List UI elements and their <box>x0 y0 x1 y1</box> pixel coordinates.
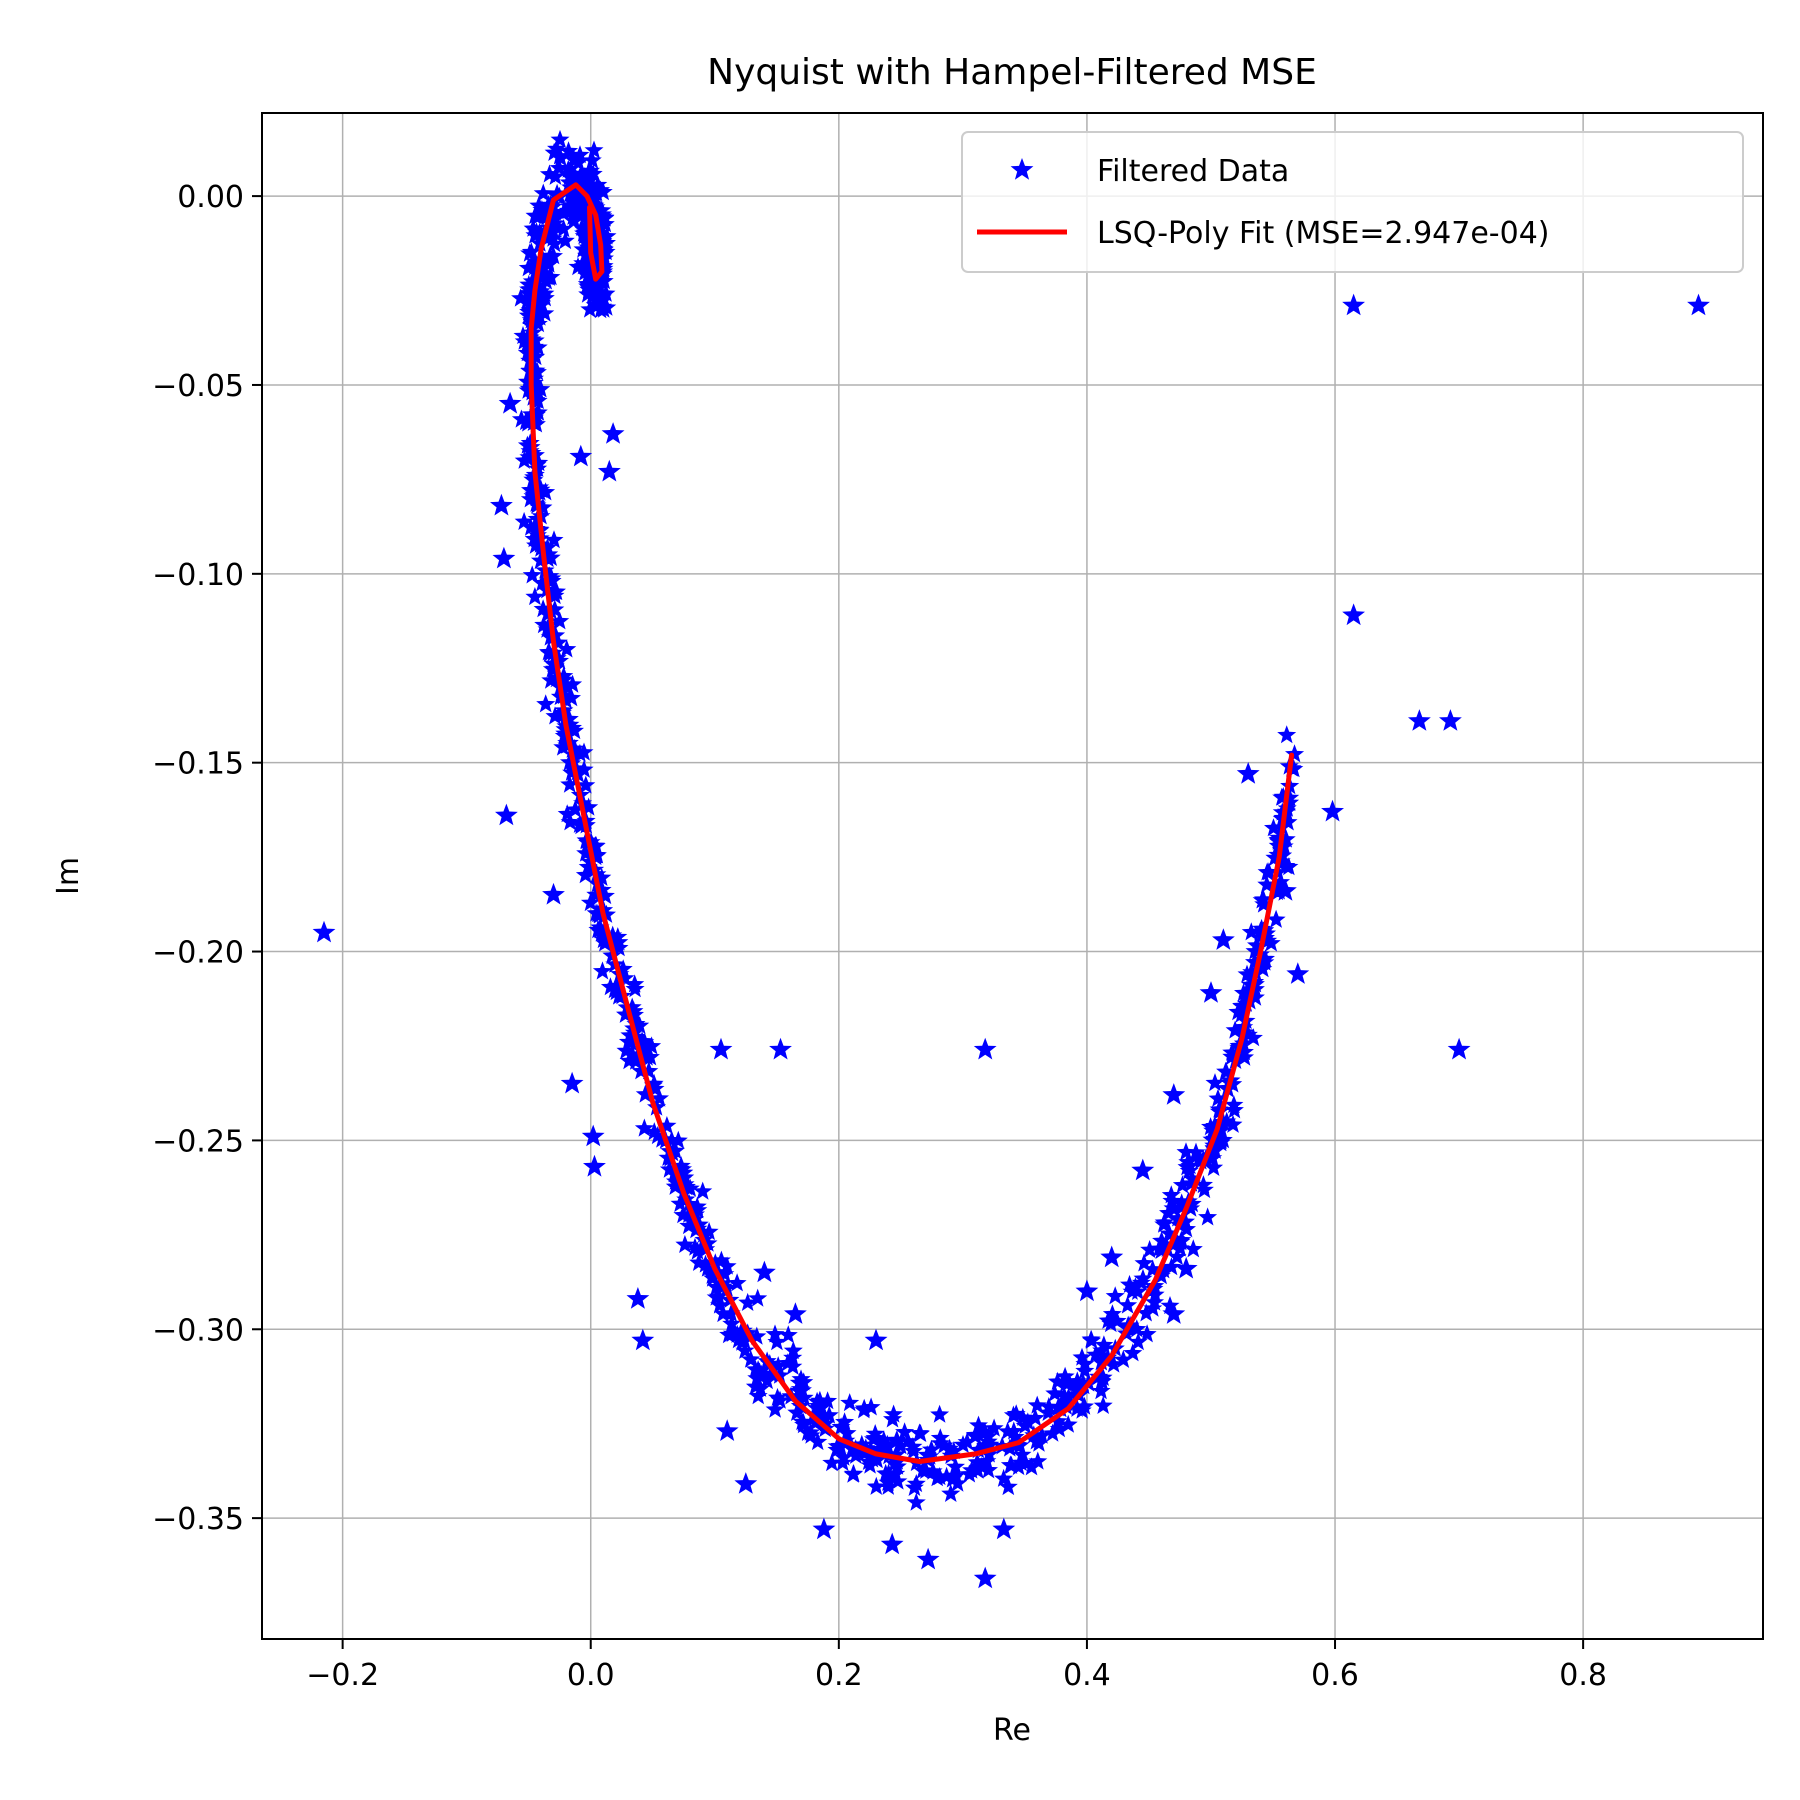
x-tick-label: −0.2 <box>306 1658 379 1693</box>
data-point <box>753 1260 776 1283</box>
chart-title: Nyquist with Hampel-Filtered MSE <box>707 52 1317 93</box>
y-axis-label: Im <box>51 857 86 895</box>
grid <box>262 113 1763 1639</box>
data-point <box>715 1419 739 1441</box>
data-point <box>1342 293 1365 316</box>
data-point <box>583 1154 606 1177</box>
data-point <box>626 1287 650 1309</box>
data-point <box>992 1517 1016 1540</box>
data-point <box>1447 1037 1471 1060</box>
y-tick-label: −0.30 <box>152 1313 244 1348</box>
data-point <box>1439 709 1462 731</box>
data-point <box>769 1037 792 1060</box>
data-point <box>784 1302 807 1324</box>
data-point <box>569 444 593 467</box>
data-point <box>709 1037 733 1060</box>
x-axis-label: Re <box>993 1713 1031 1748</box>
data-point <box>880 1532 904 1555</box>
legend-box <box>961 131 1744 273</box>
data-point <box>734 1472 758 1494</box>
data-point <box>973 1566 997 1589</box>
data-point <box>312 920 336 943</box>
data-point <box>498 391 522 414</box>
y-tick-label: −0.25 <box>152 1124 244 1159</box>
legend: Filtered Data LSQ-Poly Fit (MSE=2.947e-0… <box>961 131 1744 273</box>
data-point <box>1212 928 1235 950</box>
data-point <box>495 803 518 826</box>
data-point <box>601 422 625 444</box>
data-point-cloud <box>511 129 1305 1511</box>
scatter-series <box>312 129 1710 1589</box>
data-point <box>973 1037 997 1060</box>
data-point <box>1687 293 1710 316</box>
data-point <box>1162 1302 1186 1324</box>
data-point <box>1100 1245 1124 1268</box>
legend-label-filtered-data: Filtered Data <box>1097 154 1289 189</box>
data-point <box>490 493 513 516</box>
x-tick-label: 0.2 <box>815 1658 863 1693</box>
data-point <box>864 1328 888 1351</box>
plot-frame <box>261 112 1764 1640</box>
data-point <box>1286 962 1310 984</box>
data-point <box>631 1328 655 1351</box>
data-point <box>1162 1083 1186 1105</box>
axis-ticks: −0.2 0.0 0.2 0.4 0.6 0.8 0.00 −0.05 −0.10 −0.15 −0… <box>152 180 1607 1693</box>
data-point <box>1408 709 1431 731</box>
x-tick-label: 0.4 <box>1063 1658 1111 1693</box>
x-tick-label: 0.0 <box>567 1658 615 1693</box>
legend-star-icon <box>1010 158 1034 180</box>
data-point <box>1131 1158 1155 1181</box>
y-tick-label: −0.05 <box>152 369 244 404</box>
x-tick-label: 0.6 <box>1311 1658 1359 1693</box>
y-tick-label: −0.15 <box>152 747 244 782</box>
fit-series <box>528 182 1295 1464</box>
data-point <box>597 459 621 482</box>
data-point <box>812 1517 836 1540</box>
fit-line <box>528 182 1295 1464</box>
data-point <box>492 546 516 569</box>
data-point <box>1075 1279 1099 1302</box>
data-point <box>1199 981 1223 1003</box>
legend-marker-filtered-data <box>1010 158 1034 180</box>
data-point <box>1174 1256 1198 1279</box>
y-tick-label: −0.10 <box>152 558 244 593</box>
data-point <box>1236 762 1260 784</box>
data-point <box>1274 879 1297 901</box>
data-point <box>560 1071 584 1094</box>
x-tick-label: 0.8 <box>1559 1658 1607 1693</box>
y-tick-label: 0.00 <box>177 180 244 215</box>
data-point <box>1321 799 1344 822</box>
y-tick-label: −0.20 <box>152 936 244 971</box>
data-point <box>1342 603 1365 626</box>
data-point <box>581 1124 605 1147</box>
data-point <box>542 882 565 905</box>
data-point <box>916 1547 940 1570</box>
legend-label-fit: LSQ-Poly Fit (MSE=2.947e-04) <box>1097 216 1550 251</box>
y-tick-label: −0.35 <box>152 1502 244 1537</box>
